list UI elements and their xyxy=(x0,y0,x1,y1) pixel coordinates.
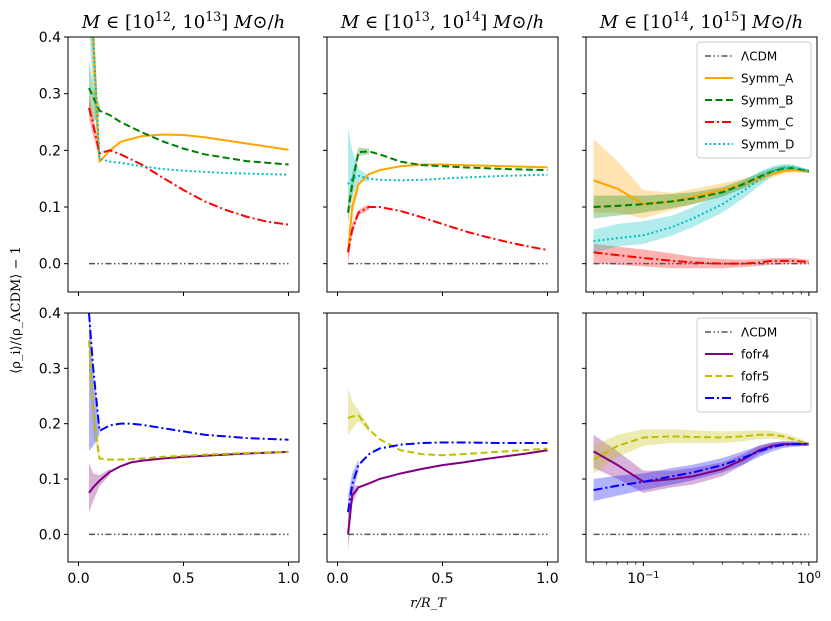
panel-bottom-left: 0.0 0.1 0.2 0.3 0.4 0.0 0.5 1.0 xyxy=(39,306,300,587)
band-symm-a xyxy=(348,178,359,264)
y-tick-label: 0.1 xyxy=(39,472,61,488)
y-tick-label: 0.2 xyxy=(39,417,61,433)
band-symm-c xyxy=(593,243,809,269)
legend-box xyxy=(696,41,812,159)
panel-bottom-middle-plot-area xyxy=(347,387,548,551)
legend-box xyxy=(696,317,812,413)
panel-top-right-title: M ∈ [1014, 1015] M⊙/h xyxy=(599,9,804,34)
band-symm-b xyxy=(593,165,809,219)
x-tick-label: 0.0 xyxy=(67,571,89,587)
panel-top-right: M ∈ [1014, 1015] M⊙/h ΛCDM Symm_A Symm_B Sym… xyxy=(582,9,818,296)
band-symm-d xyxy=(348,127,369,207)
panel-top-middle-plot-area xyxy=(347,127,548,265)
legend-label-fofr6: fofr6 xyxy=(741,392,769,406)
panel-top-right-frame xyxy=(585,36,818,293)
series-fofr4 xyxy=(593,443,809,483)
legend-label-fofr4: fofr4 xyxy=(741,348,769,362)
series-symm-a xyxy=(347,163,548,253)
series-fofr4 xyxy=(347,449,548,535)
series-symm-b xyxy=(593,166,810,208)
x-tick-label: 0.5 xyxy=(431,571,453,587)
series-symm-b xyxy=(347,150,548,213)
series-fofr4 xyxy=(88,450,289,494)
band-fofr5 xyxy=(348,387,369,435)
y-tick-label: 0.4 xyxy=(39,306,61,322)
series-symm-d xyxy=(347,173,548,185)
legend-label-symm-d: Symm_D xyxy=(741,138,794,152)
legend-label-symm-c: Symm_C xyxy=(741,116,793,130)
legend-label-lambdacdm: ΛCDM xyxy=(741,50,777,64)
series-symm-c xyxy=(593,251,809,265)
x-tick-label: 100 xyxy=(797,570,821,588)
series-fofr6 xyxy=(88,313,289,441)
panel-top-right-legend: ΛCDM Symm_A Symm_B Symm_C Symm_D xyxy=(696,41,812,159)
panel-top-right-plot-area xyxy=(593,139,810,269)
x-tick-label: 1.0 xyxy=(277,571,299,587)
y-tick-label: 0.0 xyxy=(39,257,61,273)
series-symm-c xyxy=(88,107,289,226)
legend-label-symm-b: Symm_B xyxy=(741,94,793,108)
series-symm-a xyxy=(593,169,809,206)
legend-label-fofr5: fofr5 xyxy=(741,370,769,384)
x-tick-label: 0.0 xyxy=(326,571,348,587)
band-fofr4 xyxy=(89,462,110,513)
series-symm-b xyxy=(88,87,289,166)
y-tick-label: 0.2 xyxy=(39,143,61,159)
panel-bottom-middle-frame xyxy=(326,312,559,563)
panel-bottom-right: 10−1 100 ΛCDM fofr4 fofr5 fofr6 xyxy=(582,312,821,588)
panel-top-middle-title: M ∈ [1013, 1014] M⊙/h xyxy=(340,9,545,34)
series-fofr5 xyxy=(347,414,548,457)
panel-bottom-left-plot-area xyxy=(88,313,289,536)
series-symm-d xyxy=(593,166,810,242)
series-fofr6 xyxy=(347,441,548,513)
panel-bottom-right-plot-area xyxy=(593,429,810,536)
panel-top-left-frame xyxy=(67,36,300,293)
legend-label-symm-a: Symm_A xyxy=(741,72,794,86)
series-symm-c xyxy=(347,206,548,253)
panel-top-left-plot-area xyxy=(88,37,289,265)
y-tick-label: 0.4 xyxy=(39,30,61,46)
band-fofr4 xyxy=(593,434,809,493)
x-axis-label: r/R_T xyxy=(410,596,447,611)
panel-top-left: 0.0 0.1 0.2 0.3 0.4 M ∈ [1012, 1013] M⊙/h xyxy=(39,9,300,296)
series-fofr5 xyxy=(88,340,289,461)
panel-bottom-right-frame xyxy=(585,312,818,563)
y-tick-label: 0.3 xyxy=(39,361,61,377)
y-tick-label: 0.1 xyxy=(39,200,61,216)
panel-bottom-right-legend: ΛCDM fofr4 fofr5 fofr6 xyxy=(696,317,812,413)
y-tick-label: 0.3 xyxy=(39,87,61,103)
series-fofr6 xyxy=(593,443,809,492)
panel-bottom-middle: 0.0 0.5 1.0 xyxy=(323,312,559,587)
panel-top-left-title: M ∈ [1012, 1013] M⊙/h xyxy=(81,9,286,34)
band-fofr5 xyxy=(593,429,809,474)
y-tick-label: 0.0 xyxy=(39,527,61,543)
x-tick-label: 10−1 xyxy=(627,570,659,588)
band-symm-a xyxy=(593,139,809,219)
panel-top-middle: M ∈ [1013, 1014] M⊙/h xyxy=(323,9,559,296)
x-tick-label: 0.5 xyxy=(172,571,194,587)
x-tick-label: 1.0 xyxy=(536,571,558,587)
panel-bottom-left-frame xyxy=(67,312,300,563)
band-symm-d xyxy=(593,163,809,253)
legend-label-lambdacdm: ΛCDM xyxy=(741,326,777,340)
y-axis-label: ⟨ρ_i⟩/⟨ρ_ΛCDM⟩ − 1 xyxy=(9,246,24,374)
